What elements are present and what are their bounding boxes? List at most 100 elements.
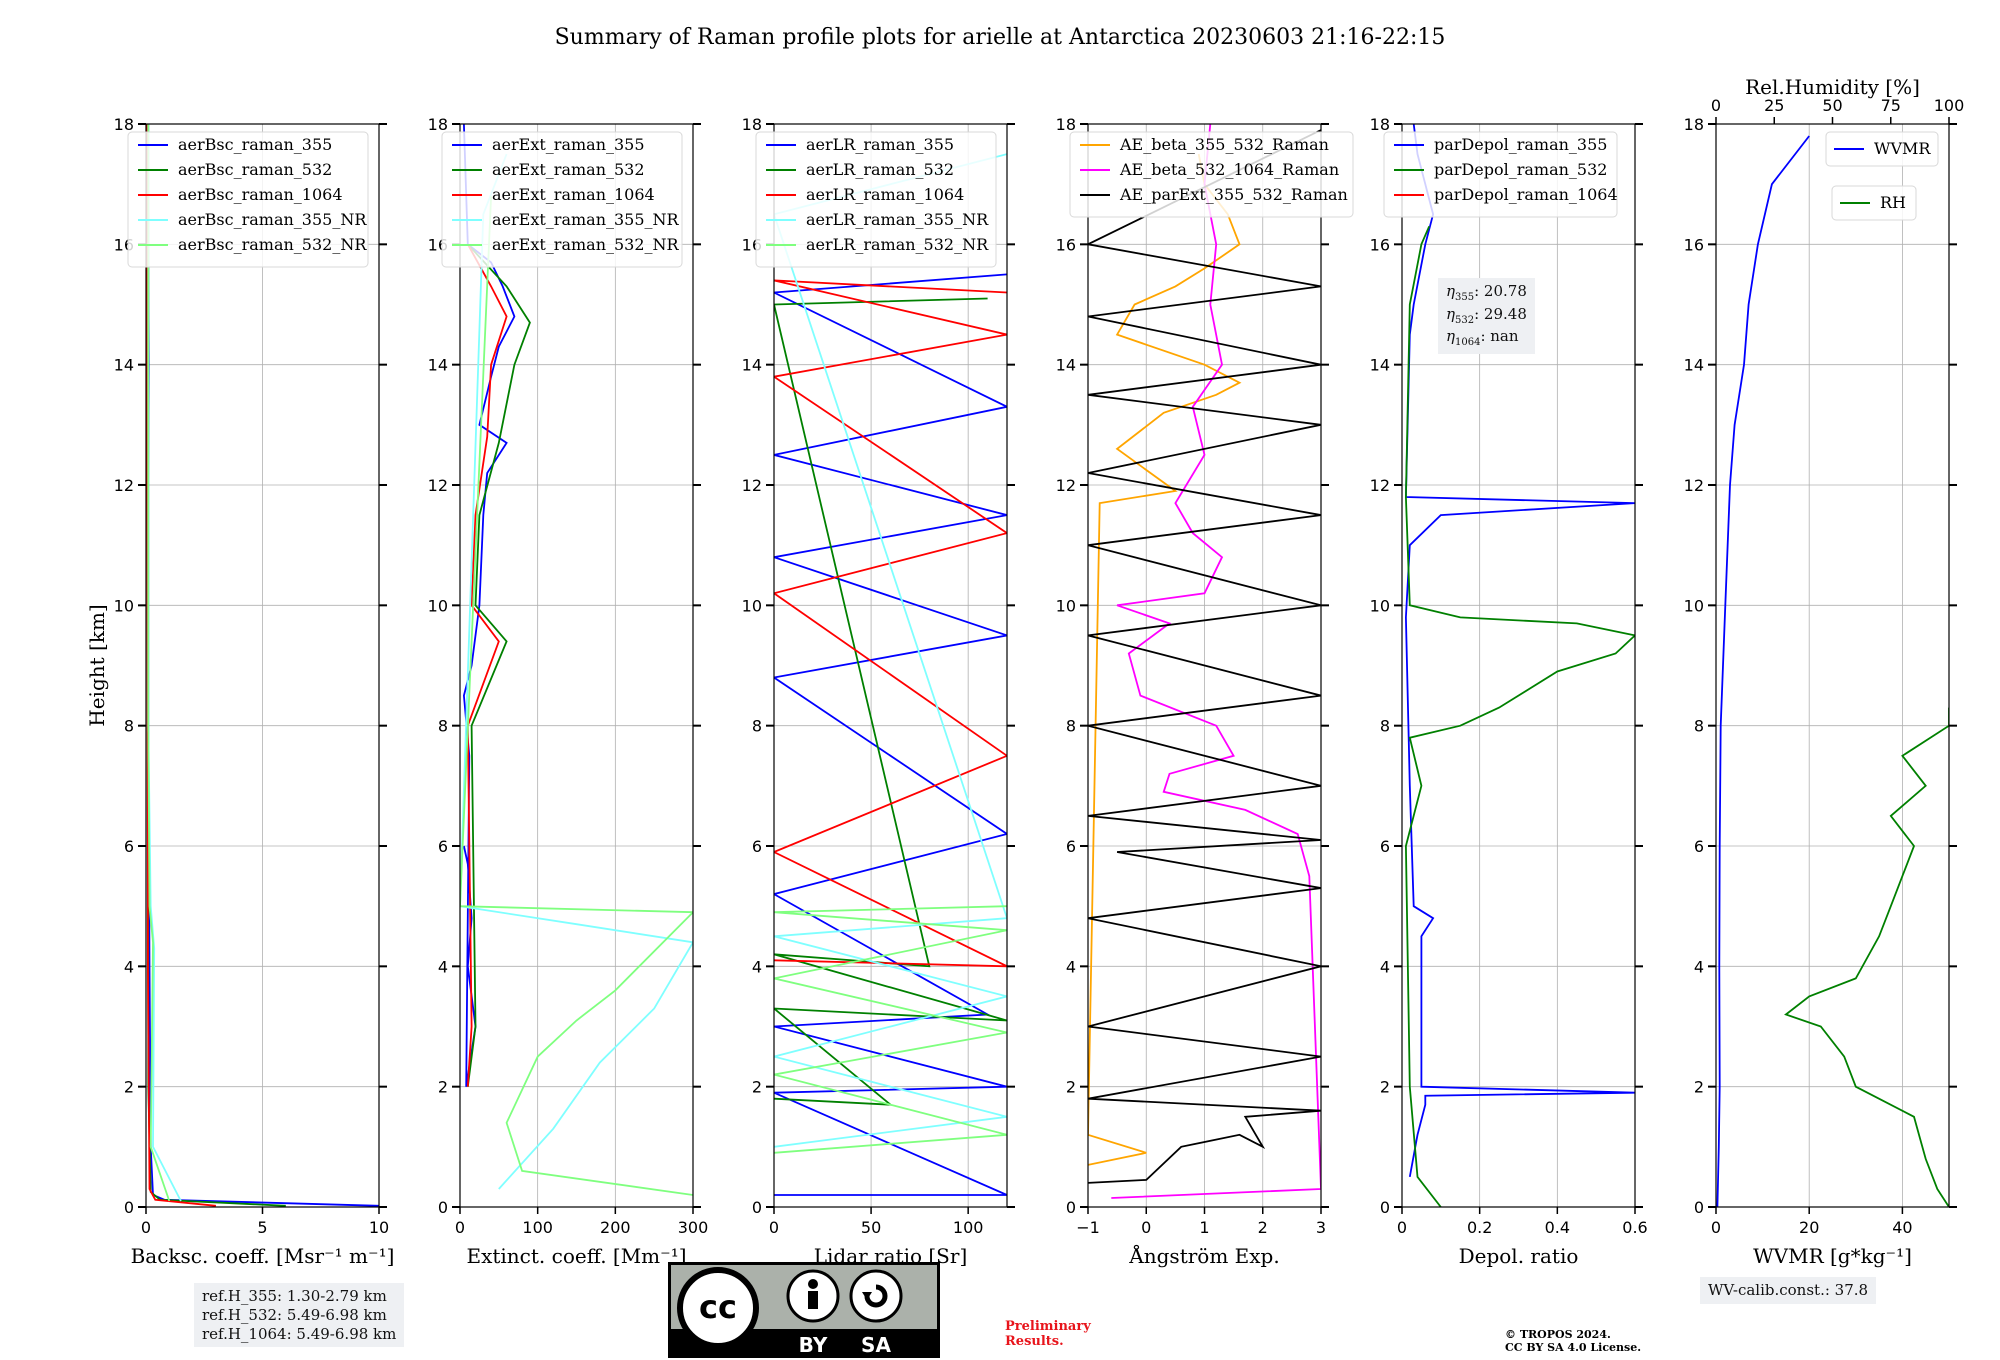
legend-entry: aerExt_raman_355	[492, 135, 645, 154]
x-tick-label: 3	[1316, 1218, 1326, 1237]
ref-height-532: ref.H_532: 5.49-6.98 km	[202, 1305, 387, 1324]
legend-entry: aerExt_raman_532_NR	[492, 235, 680, 254]
y-tick-label: 8	[1066, 717, 1076, 736]
y-tick-label: 14	[1056, 356, 1076, 375]
x-tick-label: 40	[1892, 1218, 1912, 1237]
y-tick-label: 2	[124, 1078, 134, 1097]
y-tick-label: 14	[428, 356, 448, 375]
y-tick-label: 12	[1370, 476, 1390, 495]
cc-sa-label: SA	[861, 1333, 891, 1357]
y-tick-label: 16	[1370, 235, 1390, 254]
y-tick-label: 14	[1684, 356, 1704, 375]
x-axis-label: WVMR [g*kg⁻¹]	[1753, 1244, 1912, 1268]
figure-title: Summary of Raman profile plots for ariel…	[555, 25, 1446, 50]
y-tick-label: 8	[438, 717, 448, 736]
x2-tick-label: 25	[1764, 96, 1784, 115]
y-tick-label: 2	[1694, 1078, 1704, 1097]
series-group	[146, 124, 379, 1207]
y-tick-label: 12	[742, 476, 762, 495]
series-line-aerLR_raman_532	[774, 297, 1007, 1106]
x-axis-label: Backsc. coeff. [Msr⁻¹ m⁻¹]	[131, 1244, 395, 1268]
series-line-aerExt_raman_532_NR	[460, 196, 693, 1196]
legend-entry: aerLR_raman_532	[806, 160, 954, 179]
preliminary-line-2: Results.	[1005, 1333, 1064, 1349]
x-axis-label: Extinct. coeff. [Mm⁻¹]	[466, 1244, 686, 1268]
series-line-aerExt_raman_355_NR	[460, 153, 693, 1190]
y-tick-label: 2	[1380, 1078, 1390, 1097]
y-tick-label: 6	[1380, 837, 1390, 856]
x-tick-label: 0.4	[1545, 1218, 1570, 1237]
series-group	[774, 153, 1007, 1196]
legend-box	[1383, 131, 1618, 218]
y-tick-label: 8	[1694, 717, 1704, 736]
legend-entry: aerExt_raman_355_NR	[492, 210, 680, 229]
y-tick-label: 6	[752, 837, 762, 856]
series-line-aerBsc_raman_532	[147, 124, 286, 1207]
y-tick-label: 10	[1370, 596, 1390, 615]
ref-height-1064: ref.H_1064: 5.49-6.98 km	[202, 1324, 397, 1343]
reference-heights-box: ref.H_355: 1.30-2.79 km ref.H_532: 5.49-…	[194, 1283, 405, 1348]
eta-1064: η1064: nan	[1446, 327, 1519, 348]
y-tick-label: 4	[1694, 957, 1704, 976]
x-tick-label: 0.6	[1622, 1218, 1647, 1237]
legend-entry: aerLR_raman_355	[806, 135, 954, 154]
axes-frame	[773, 123, 1008, 1208]
x-tick-label: 0	[1141, 1218, 1151, 1237]
y-tick-label: 2	[1066, 1078, 1076, 1097]
cc-letters: cc	[699, 1288, 737, 1326]
y-tick-label: 16	[1684, 235, 1704, 254]
y-tick-label: 4	[1380, 957, 1390, 976]
y-tick-label: 16	[1056, 235, 1076, 254]
x-tick-label: 20	[1799, 1218, 1819, 1237]
y-axis-label: Height [km]	[85, 604, 109, 726]
legend-entry: aerBsc_raman_532	[178, 160, 332, 179]
legend-entry: aerExt_raman_532	[492, 160, 645, 179]
legend-entry: aerLR_raman_1064	[806, 185, 964, 204]
y-tick-label: 10	[428, 596, 448, 615]
series-line-aerLR_raman_532_NR	[774, 905, 1007, 1154]
ref-height-355: ref.H_355: 1.30-2.79 km	[202, 1287, 387, 1305]
x-axis-label: Ångström Exp.	[1128, 1243, 1279, 1268]
y-tick-label: 0	[1066, 1198, 1076, 1217]
y-tick-label: 4	[752, 957, 762, 976]
cc-by-sa-badge: cc BY SA	[668, 1262, 940, 1358]
legend-entry: RH	[1880, 193, 1906, 212]
series-line-aerLR_raman_355	[774, 273, 1007, 1196]
y-tick-label: 0	[438, 1198, 448, 1217]
series-line-aerBsc_raman_1064	[146, 124, 216, 1207]
x-axis-label: Depol. ratio	[1459, 1244, 1579, 1268]
legend-entry: aerBsc_raman_355_NR	[178, 210, 367, 229]
legend-box	[127, 131, 369, 268]
series-group	[460, 124, 693, 1196]
x2-tick-label: 100	[1934, 96, 1965, 115]
y-tick-label: 4	[1066, 957, 1076, 976]
wv-calib-box: WV-calib.const.: 37.8	[1700, 1277, 1877, 1304]
legend-entry: parDepol_raman_355	[1434, 135, 1607, 154]
series-line-aerBsc_raman_355	[147, 124, 379, 1207]
copyright-line-2: CC BY SA 4.0 License.	[1505, 1341, 1642, 1355]
legend-box	[1069, 131, 1354, 218]
legend-entry: parDepol_raman_1064	[1434, 185, 1618, 204]
x2-tick-label: 50	[1822, 96, 1842, 115]
y-tick-label: 6	[438, 837, 448, 856]
x-tick-label: 200	[600, 1218, 631, 1237]
x-tick-label: 0.2	[1467, 1218, 1492, 1237]
x-tick-label: 0	[1397, 1218, 1407, 1237]
x2-tick-label: 0	[1711, 96, 1721, 115]
eta-355: η355: 20.78	[1446, 282, 1527, 303]
y-tick-label: 18	[114, 115, 134, 134]
y-tick-label: 10	[1684, 596, 1704, 615]
series-group	[1404, 124, 1635, 1207]
series-line-AE_beta_532_1064_Raman	[1111, 124, 1321, 1199]
x-tick-label: 10	[369, 1218, 389, 1237]
x-tick-label: 300	[678, 1218, 709, 1237]
eta-532: η532: 29.48	[1446, 304, 1527, 326]
x-tick-label: 50	[861, 1218, 881, 1237]
y-tick-label: 18	[1056, 115, 1076, 134]
y-tick-label: 8	[752, 717, 762, 736]
